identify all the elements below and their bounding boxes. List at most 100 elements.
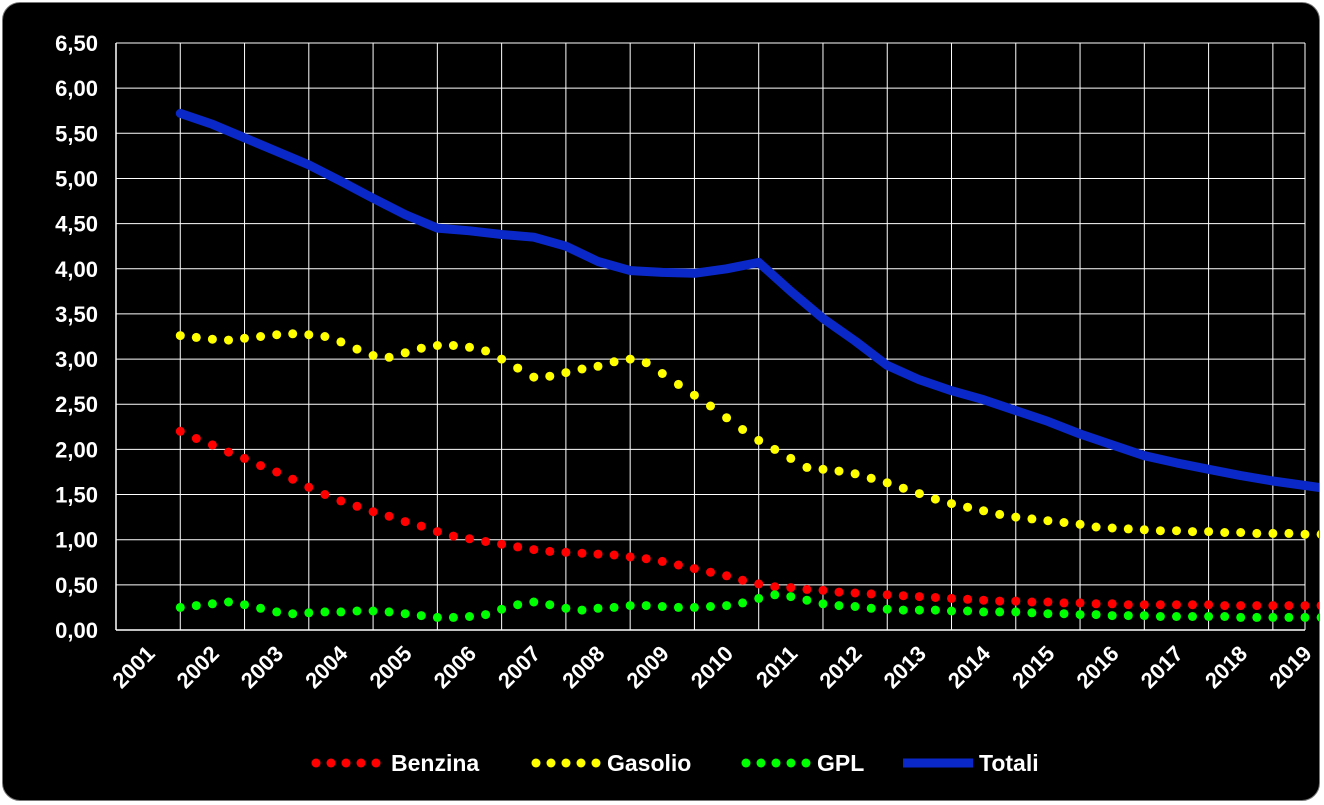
legend-swatch-dot bbox=[546, 758, 556, 768]
legend-item-benzina: Benzina bbox=[311, 750, 479, 776]
data-point bbox=[1091, 522, 1101, 532]
data-point bbox=[850, 602, 860, 611]
data-point bbox=[786, 453, 796, 463]
data-point bbox=[689, 564, 699, 574]
data-point bbox=[465, 612, 474, 621]
data-point bbox=[1172, 526, 1181, 536]
y-tick-label: 6,00 bbox=[55, 76, 98, 101]
data-point bbox=[1043, 597, 1053, 607]
data-point bbox=[722, 413, 732, 423]
legend-swatch-dot bbox=[531, 758, 541, 768]
data-point bbox=[1252, 612, 1262, 622]
data-point bbox=[1188, 612, 1197, 621]
data-point bbox=[947, 593, 956, 603]
data-point bbox=[1027, 597, 1037, 607]
y-tick-label: 5,50 bbox=[55, 121, 98, 146]
data-point bbox=[1236, 528, 1246, 537]
data-point bbox=[593, 361, 603, 371]
data-point bbox=[288, 329, 298, 339]
data-point bbox=[1172, 600, 1181, 610]
data-point bbox=[673, 602, 683, 612]
data-point bbox=[320, 332, 330, 341]
data-point bbox=[465, 342, 474, 352]
data-point bbox=[802, 595, 812, 605]
data-point bbox=[400, 517, 410, 527]
data-point bbox=[207, 334, 217, 344]
data-point bbox=[1027, 514, 1037, 524]
legend-swatch-dot bbox=[771, 758, 781, 768]
x-tick-label: 2007 bbox=[493, 641, 545, 693]
data-point bbox=[448, 531, 458, 541]
x-tick-label: 2012 bbox=[814, 641, 866, 693]
data-point bbox=[497, 604, 507, 614]
data-point bbox=[1204, 527, 1214, 537]
data-point bbox=[1043, 609, 1053, 619]
series-totali bbox=[175, 108, 1319, 493]
data-point bbox=[432, 527, 442, 537]
data-point bbox=[609, 357, 619, 367]
data-point bbox=[513, 363, 523, 373]
data-point bbox=[1075, 598, 1085, 608]
data-point bbox=[1059, 518, 1069, 527]
data-point bbox=[465, 534, 474, 544]
x-tick-label: 2019 bbox=[1264, 641, 1316, 693]
legend-swatch-dot bbox=[356, 758, 366, 768]
data-point bbox=[786, 583, 796, 593]
data-point bbox=[272, 607, 282, 617]
data-point bbox=[706, 602, 715, 611]
data-point bbox=[818, 585, 828, 595]
legend-label: Benzina bbox=[391, 750, 479, 776]
data-point bbox=[207, 599, 217, 609]
data-point bbox=[1123, 611, 1133, 621]
y-tick-label: 4,00 bbox=[55, 257, 98, 282]
data-point bbox=[432, 612, 442, 622]
data-point bbox=[240, 600, 249, 610]
data-point bbox=[625, 354, 635, 364]
data-point bbox=[995, 509, 1005, 519]
data-point bbox=[1075, 610, 1085, 620]
data-point bbox=[1188, 527, 1197, 537]
data-point bbox=[529, 597, 539, 607]
data-point bbox=[754, 579, 764, 589]
data-point bbox=[1027, 608, 1037, 618]
data-point bbox=[1107, 599, 1117, 609]
data-point bbox=[288, 474, 298, 484]
data-point bbox=[834, 466, 844, 476]
data-point bbox=[995, 607, 1005, 617]
y-tick-label: 0,00 bbox=[55, 618, 98, 643]
data-point bbox=[368, 507, 378, 517]
data-point bbox=[561, 603, 571, 613]
data-point bbox=[256, 603, 266, 613]
series-line-totali bbox=[175, 108, 1319, 493]
x-tick-label: 2018 bbox=[1200, 641, 1252, 693]
x-tick-label: 2017 bbox=[1136, 641, 1188, 693]
data-point bbox=[1316, 530, 1319, 539]
legend-swatch-dot bbox=[801, 758, 811, 768]
data-point bbox=[1059, 598, 1069, 608]
data-point bbox=[673, 560, 683, 570]
data-point bbox=[593, 549, 603, 559]
data-point bbox=[384, 607, 394, 617]
data-point bbox=[1316, 613, 1319, 622]
legend-swatch-dot bbox=[741, 758, 751, 768]
data-point bbox=[706, 401, 715, 411]
data-point bbox=[802, 584, 812, 594]
data-point bbox=[898, 483, 908, 493]
data-point bbox=[882, 478, 892, 488]
data-point bbox=[481, 537, 491, 546]
data-point bbox=[288, 609, 298, 619]
data-point bbox=[802, 462, 812, 472]
data-point bbox=[979, 607, 989, 617]
data-point bbox=[657, 602, 667, 611]
series-gasolio bbox=[175, 329, 1319, 539]
data-point bbox=[979, 506, 989, 516]
data-point bbox=[738, 598, 748, 608]
data-point bbox=[256, 332, 266, 341]
data-point bbox=[384, 511, 394, 521]
line-chart: 0,00 0,50 1,00 1,50 2,00 2,50 3,00 3,50 4,00 4,50… bbox=[55, 31, 1319, 776]
x-tick-label: 2005 bbox=[364, 641, 416, 693]
data-point bbox=[400, 348, 410, 358]
data-point bbox=[256, 461, 266, 471]
data-point bbox=[1220, 601, 1230, 611]
